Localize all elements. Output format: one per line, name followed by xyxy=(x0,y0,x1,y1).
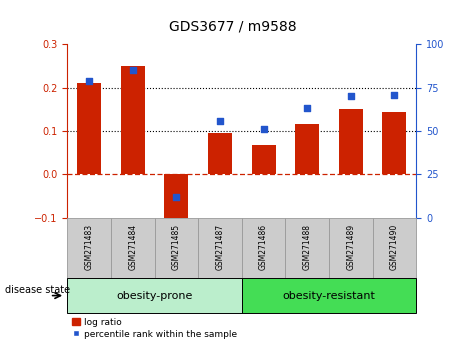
Text: disease state: disease state xyxy=(5,285,70,295)
Point xyxy=(216,118,224,124)
Text: GDS3677 / m9588: GDS3677 / m9588 xyxy=(169,19,296,34)
Point xyxy=(86,78,93,84)
Bar xyxy=(121,66,145,175)
Text: GSM271486: GSM271486 xyxy=(259,223,268,270)
Bar xyxy=(208,133,232,175)
Bar xyxy=(242,278,416,313)
Point xyxy=(347,93,354,99)
Text: GSM271487: GSM271487 xyxy=(215,223,225,270)
Bar xyxy=(286,218,329,278)
Text: obesity-prone: obesity-prone xyxy=(116,291,193,301)
Bar xyxy=(67,278,242,313)
Bar xyxy=(372,218,416,278)
Point xyxy=(260,126,267,132)
Bar xyxy=(295,125,319,175)
Point xyxy=(129,67,137,73)
Bar xyxy=(242,218,286,278)
Text: obesity-resistant: obesity-resistant xyxy=(283,291,375,301)
Point xyxy=(391,92,398,97)
Text: GSM271488: GSM271488 xyxy=(303,224,312,270)
Bar xyxy=(198,218,242,278)
Legend: log ratio, percentile rank within the sample: log ratio, percentile rank within the sa… xyxy=(72,318,237,338)
Bar xyxy=(77,83,101,175)
Bar xyxy=(329,218,372,278)
Bar xyxy=(339,109,363,175)
Bar xyxy=(165,175,188,222)
Point xyxy=(304,105,311,111)
Text: GSM271484: GSM271484 xyxy=(128,223,137,270)
Text: GSM271489: GSM271489 xyxy=(346,223,355,270)
Point xyxy=(173,194,180,200)
Bar xyxy=(67,218,111,278)
Bar xyxy=(382,112,406,175)
Text: GSM271483: GSM271483 xyxy=(85,223,94,270)
Bar xyxy=(252,145,276,175)
Bar xyxy=(111,218,154,278)
Text: GSM271485: GSM271485 xyxy=(172,223,181,270)
Bar xyxy=(154,218,198,278)
Text: GSM271490: GSM271490 xyxy=(390,223,399,270)
